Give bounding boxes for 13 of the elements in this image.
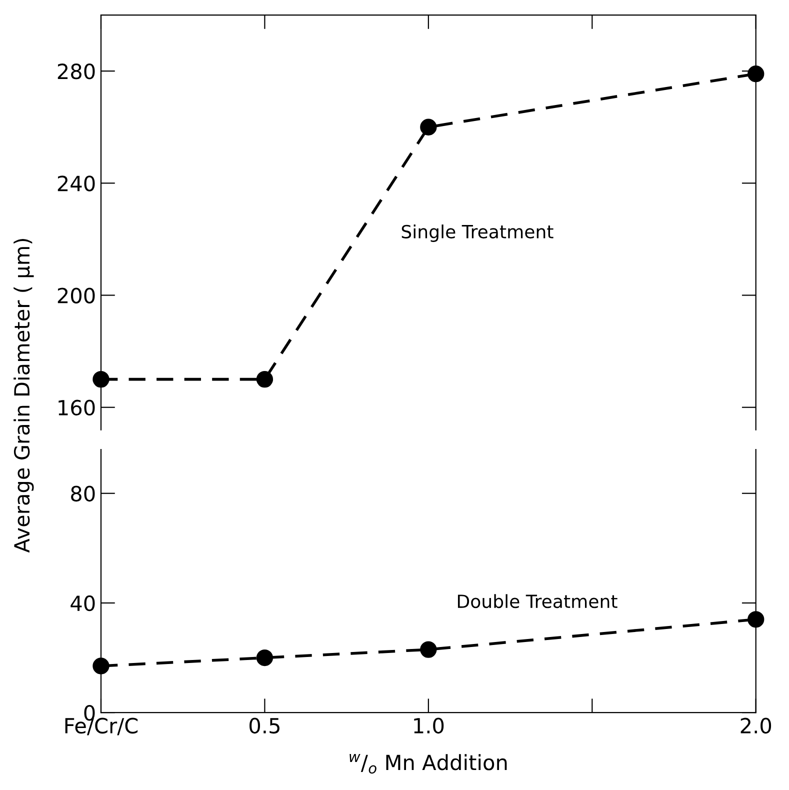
y-tick-label: 160 [58, 400, 95, 416]
x-axis-title: $^{w}$/$_{o}$ Mn Addition [350, 754, 507, 774]
y-tick-label: 80 [71, 486, 95, 502]
series-label: Single Treatment [402, 224, 554, 242]
series-label: Double Treatment [458, 594, 618, 608]
y-tick-label: 280 [58, 64, 95, 80]
x-tick-label: 2.0 [740, 718, 772, 734]
x-tick-label: 1.0 [414, 718, 444, 734]
y-tick-label: 200 [58, 288, 95, 304]
y-tick-label: 40 [70, 595, 95, 612]
x-tick-label: 0.5 [250, 718, 280, 734]
y-axis-title: Average Grain Diameter ( μm) [14, 239, 34, 553]
y-tick-label: 240 [58, 176, 95, 192]
